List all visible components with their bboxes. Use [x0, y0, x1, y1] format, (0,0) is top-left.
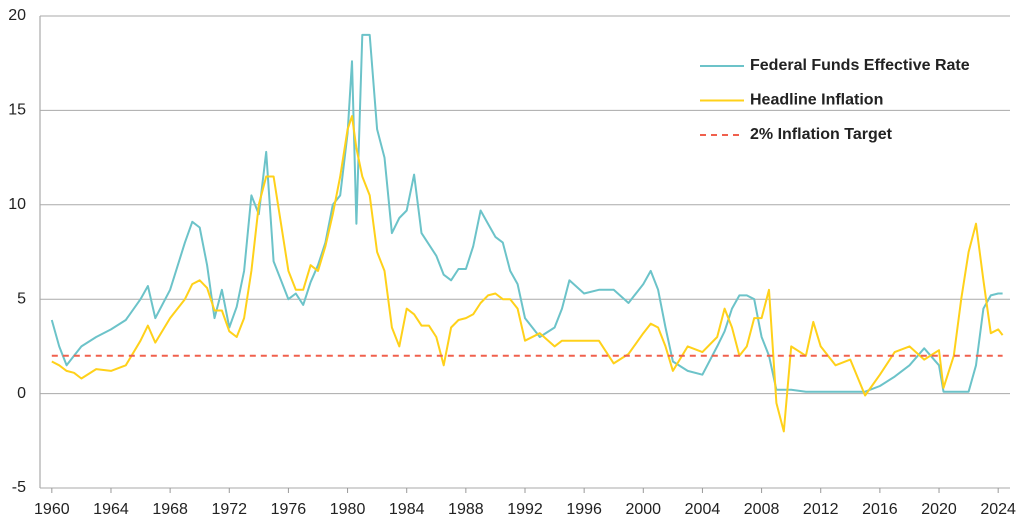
x-tick-label: 2016: [862, 501, 898, 518]
series-line: [51, 115, 1004, 433]
x-tick-label: 1976: [271, 501, 307, 518]
x-tick-label: 1968: [152, 501, 188, 518]
x-tick-label: 1972: [211, 501, 247, 518]
x-tick-label: 1964: [93, 501, 129, 518]
y-tick-label: 20: [8, 7, 26, 24]
x-tick-label: 2008: [744, 501, 780, 518]
x-tick-label: 2024: [980, 501, 1016, 518]
x-tick-label: 2020: [921, 501, 957, 518]
x-tick-label: 1996: [566, 501, 602, 518]
legend-label: Federal Funds Effective Rate: [750, 57, 970, 74]
x-tick-label: 1980: [330, 501, 366, 518]
x-tick-label: 2004: [685, 501, 721, 518]
x-tick-label: 1988: [448, 501, 484, 518]
legend-label: Headline Inflation: [750, 92, 883, 109]
y-tick-label: 15: [8, 102, 26, 119]
x-tick-label: 1960: [34, 501, 70, 518]
y-tick-label: -5: [12, 479, 26, 496]
x-tick-label: 2012: [803, 501, 839, 518]
y-tick-label: 5: [17, 290, 26, 307]
x-tick-label: 1984: [389, 501, 425, 518]
series-line: [50, 33, 1003, 393]
x-tick-label: 1992: [507, 501, 543, 518]
x-tick-label: 2000: [625, 501, 661, 518]
legend-label: 2% Inflation Target: [750, 126, 893, 143]
y-tick-label: 0: [17, 385, 26, 402]
y-tick-label: 10: [8, 196, 26, 213]
